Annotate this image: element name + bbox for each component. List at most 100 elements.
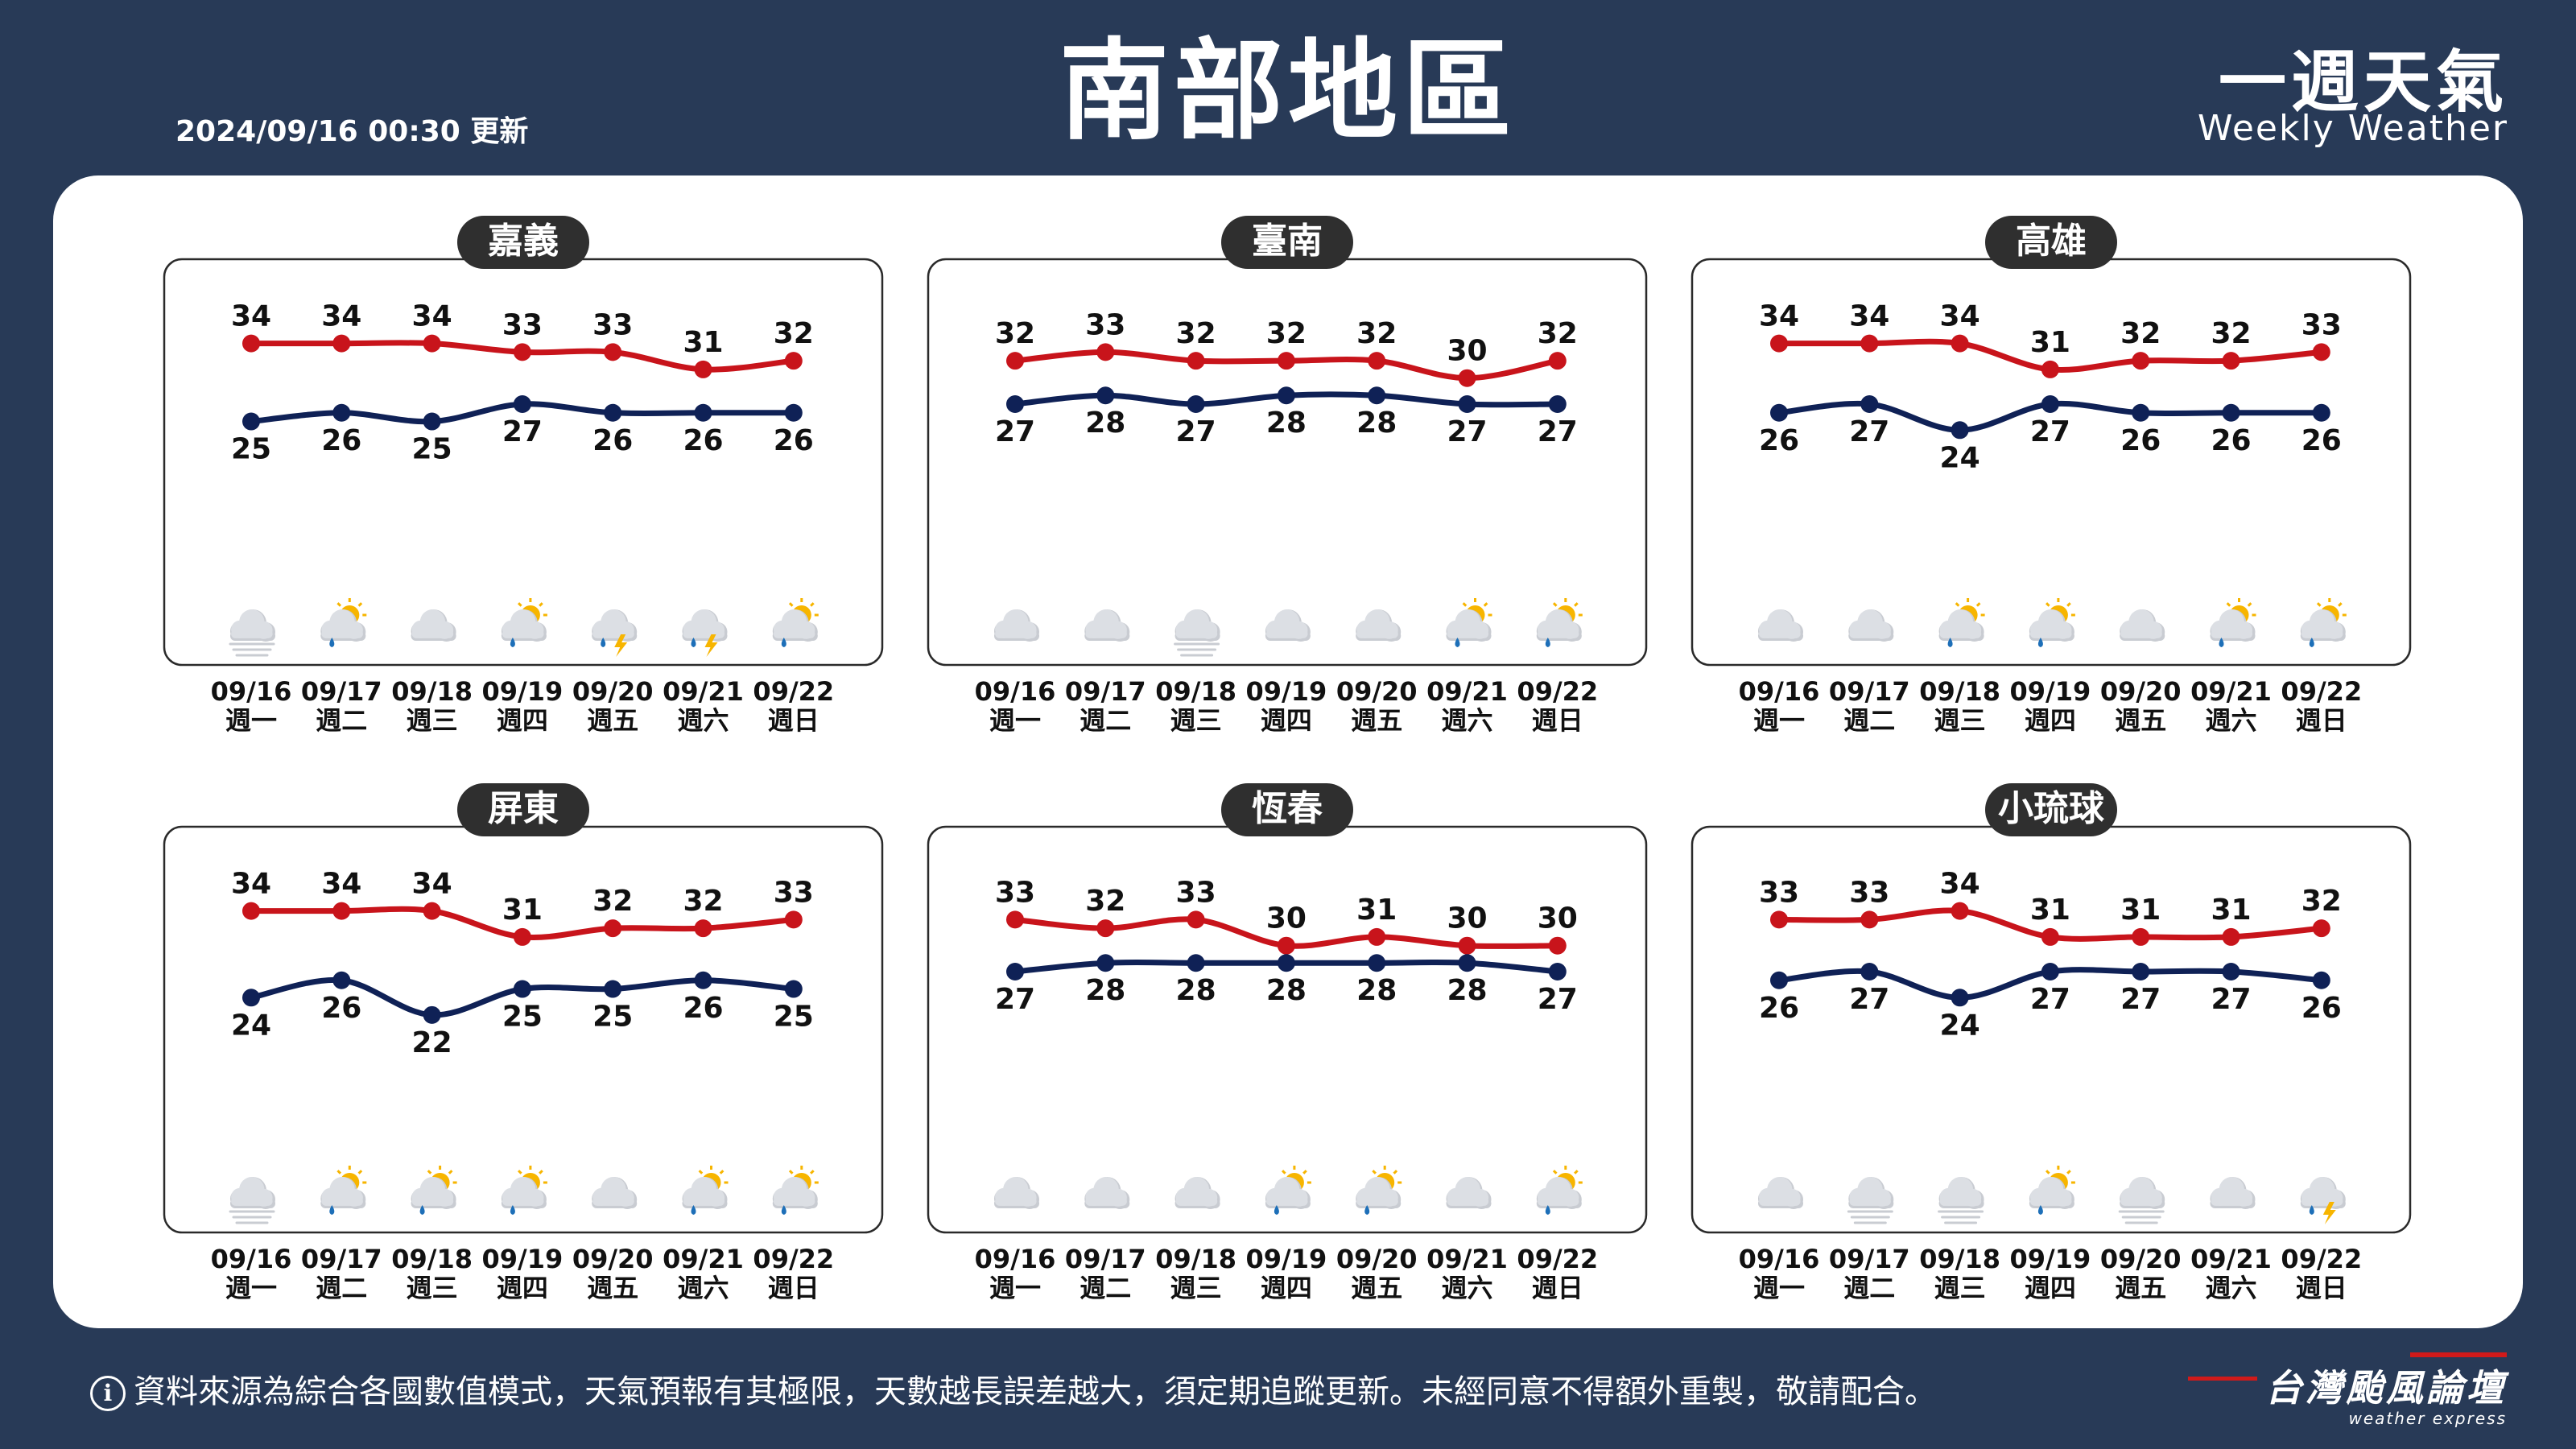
high-temp-point	[2222, 927, 2240, 946]
date-label: 09/17	[301, 1244, 382, 1274]
date-label: 09/16	[1739, 676, 1820, 707]
cloudy-icon	[1084, 1177, 1130, 1209]
fog-icon	[229, 609, 275, 657]
high-temp-label: 33	[592, 308, 633, 341]
low-temp-point	[1770, 971, 1788, 989]
weekday-label: 週二	[1843, 1273, 1895, 1303]
weekday-label: 週五	[2115, 1273, 2166, 1303]
low-temp-point	[242, 989, 260, 1007]
cloudy-icon	[1356, 609, 1402, 642]
high-temp-label: 31	[2120, 894, 2161, 927]
partly-cloudy-rain-icon	[411, 1166, 457, 1215]
weekday-label: 週日	[2296, 705, 2347, 736]
cloudy-icon	[994, 609, 1039, 642]
high-temp-label: 33	[1085, 308, 1125, 341]
weekday-label: 週六	[2205, 705, 2256, 736]
low-temp-label: 28	[1176, 974, 1216, 1007]
weekday-label: 週一	[1753, 1273, 1805, 1303]
weekday-label: 週二	[316, 705, 367, 736]
high-temp-point	[1096, 343, 1115, 361]
high-temp-label: 32	[683, 885, 723, 918]
high-temp-label: 32	[1176, 317, 1216, 350]
weekday-label: 週日	[1532, 1273, 1583, 1303]
low-temp-point	[1770, 403, 1788, 422]
high-temp-label: 33	[2301, 308, 2342, 341]
weekday-label: 週四	[1261, 1273, 1312, 1303]
low-temp-point	[1368, 386, 1386, 405]
date-label: 09/18	[1919, 676, 2000, 707]
date-label: 09/18	[1155, 1244, 1236, 1274]
weekday-label: 週六	[677, 1273, 729, 1303]
high-temp-point	[1548, 352, 1567, 370]
cloudy-icon	[411, 609, 456, 642]
high-temp-label: 30	[1538, 902, 1578, 935]
logo-text: 台灣颱風論壇	[2265, 1366, 2507, 1410]
high-temp-point	[2132, 927, 2150, 946]
date-label: 09/19	[2010, 676, 2091, 707]
weekday-label: 週六	[1441, 1273, 1492, 1303]
partly-cloudy-rain-icon	[501, 1166, 547, 1215]
low-temp-label: 26	[683, 424, 723, 457]
partly-cloudy-rain-icon	[501, 598, 547, 647]
low-temp-label: 24	[1940, 1009, 1980, 1042]
high-temp-point	[332, 334, 351, 353]
weekday-label: 週日	[768, 1273, 819, 1303]
low-temp-point	[1187, 954, 1205, 972]
low-temp-point	[694, 403, 712, 422]
low-temp-point	[2222, 963, 2240, 980]
cloudy-icon	[1084, 609, 1130, 642]
low-temp-point	[2312, 403, 2330, 422]
cloudy-icon	[994, 1177, 1039, 1209]
high-temp-label: 32	[2301, 885, 2342, 918]
date-label: 09/17	[301, 676, 382, 707]
low-temp-label: 28	[1356, 974, 1397, 1007]
high-temp-label: 31	[683, 326, 723, 359]
thunder-rain-icon	[2300, 1177, 2346, 1224]
cloudy-icon	[1758, 1177, 1803, 1209]
low-temp-label: 27	[1447, 415, 1487, 448]
high-temp-label: 31	[1356, 894, 1397, 927]
low-temp-point	[1860, 963, 1879, 980]
low-temp-label: 27	[1176, 415, 1216, 448]
cloudy-icon	[1265, 609, 1311, 642]
low-temp-label: 25	[502, 1001, 543, 1034]
weekday-label: 週二	[1843, 705, 1895, 736]
weekday-label: 週五	[2115, 705, 2166, 736]
date-label: 09/20	[2100, 676, 2182, 707]
date-label: 09/18	[1155, 676, 1236, 707]
city-name: 恆春	[1252, 788, 1323, 829]
high-temp-point	[242, 334, 260, 353]
low-temp-label: 27	[1538, 415, 1578, 448]
city-name: 屏東	[488, 788, 559, 829]
cloudy-icon	[2120, 609, 2165, 642]
weekday-label: 週一	[989, 1273, 1041, 1303]
low-temp-label: 27	[1849, 415, 1889, 448]
low-temp-point	[1006, 963, 1024, 980]
high-temp-label: 32	[995, 317, 1035, 350]
weekday-label: 週一	[989, 705, 1041, 736]
high-temp-label: 33	[502, 308, 543, 341]
low-temp-point	[1860, 395, 1879, 413]
low-temp-point	[2041, 963, 2059, 980]
high-temp-point	[1368, 352, 1386, 370]
high-temp-label: 32	[2211, 317, 2251, 350]
date-label: 09/21	[2190, 676, 2272, 707]
date-label: 09/22	[753, 1244, 834, 1274]
high-temp-label: 33	[774, 876, 814, 909]
low-temp-point	[513, 980, 531, 998]
weekday-label: 週六	[677, 705, 729, 736]
low-temp-label: 27	[2030, 415, 2070, 448]
date-label: 09/18	[391, 676, 473, 707]
weekday-label: 週日	[768, 705, 819, 736]
low-temp-label: 24	[231, 1009, 271, 1042]
cloudy-icon	[1758, 609, 1803, 642]
low-temp-point	[694, 971, 712, 989]
high-temp-label: 34	[1940, 300, 1980, 333]
high-temp-point	[1548, 936, 1567, 955]
cloudy-icon	[1174, 1177, 1220, 1209]
date-label: 09/16	[975, 676, 1056, 707]
low-temp-point	[2132, 963, 2150, 980]
weekday-label: 週六	[2205, 1273, 2256, 1303]
